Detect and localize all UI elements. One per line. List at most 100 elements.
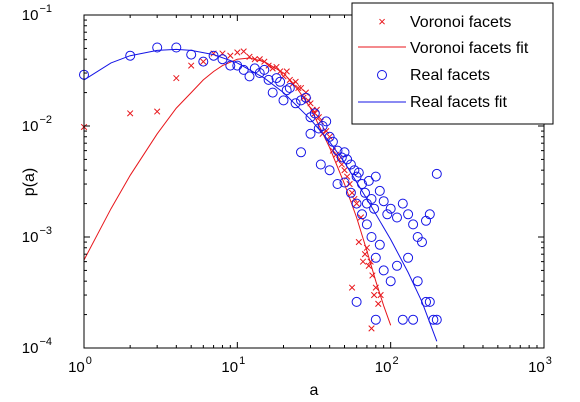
- data-point: [339, 147, 350, 158]
- data-point: [378, 265, 389, 276]
- data-point: [324, 165, 335, 176]
- data-point: [263, 74, 274, 85]
- legend-entry-voronoi: × Voronoi facets: [378, 14, 511, 31]
- data-point: [370, 314, 381, 325]
- data-point: [360, 187, 370, 198]
- data-point: [370, 291, 378, 299]
- data-point: [300, 92, 311, 103]
- data-point: [392, 212, 402, 223]
- data-point: [244, 71, 255, 82]
- data-point: [315, 114, 322, 121]
- data-point: [366, 232, 377, 242]
- data-point: [309, 108, 320, 119]
- legend-marker-voronoi: ×: [378, 14, 386, 29]
- data-point: [173, 74, 180, 82]
- legend-label-real-fit: Real facets fit: [410, 94, 507, 111]
- data-point: [326, 133, 333, 140]
- data-point: [339, 177, 350, 188]
- series-3: [83, 48, 438, 342]
- data-point: [125, 50, 136, 61]
- legend: × Voronoi facets Voronoi facets fit Real…: [351, 2, 554, 125]
- y-axis-label: p(a): [21, 168, 38, 196]
- data-point: [368, 325, 375, 332]
- data-point: [348, 189, 356, 196]
- data-point: [315, 159, 326, 170]
- data-point: [302, 89, 310, 96]
- data-point: [171, 42, 182, 53]
- data-point: [341, 167, 348, 174]
- y-tick-label: 10−2: [22, 114, 52, 135]
- data-point: [355, 238, 362, 246]
- data-point: [295, 84, 302, 92]
- data-point: [225, 60, 236, 71]
- x-tick-label: 100: [68, 355, 92, 376]
- data-point: [424, 209, 435, 220]
- data-point: [351, 296, 362, 307]
- data-point: [374, 239, 385, 250]
- data-point: [200, 58, 207, 65]
- plot-frame: [83, 14, 545, 349]
- data-point: [345, 159, 356, 170]
- data-point: [154, 108, 161, 115]
- x-tick-label: 103: [528, 355, 552, 376]
- data-point: [240, 48, 247, 55]
- data-point: [259, 64, 270, 75]
- y-tick-label: 10−4: [22, 336, 52, 357]
- data-point: [281, 85, 292, 96]
- data-point: [374, 185, 385, 196]
- data-point: [424, 296, 435, 307]
- legend-label-voronoi-fit: Voronoi facets fit: [410, 40, 529, 57]
- data-point: [431, 314, 442, 325]
- legend-box: [351, 2, 554, 125]
- data-point: [403, 209, 414, 220]
- data-point: [357, 214, 365, 221]
- data-point: [385, 203, 396, 214]
- series-layer: [79, 42, 442, 342]
- data-point: [357, 209, 367, 220]
- data-point: [367, 258, 374, 265]
- data-point: [397, 198, 408, 209]
- data-point: [290, 98, 301, 109]
- data-point: [359, 258, 367, 265]
- data-point: [297, 84, 305, 92]
- data-point: [227, 52, 234, 59]
- legend-label-real: Real facets: [410, 67, 490, 84]
- x-axis-label: a: [310, 382, 319, 399]
- data-point: [336, 152, 347, 163]
- data-point: [238, 64, 249, 75]
- data-point: [152, 42, 163, 53]
- data-point: [431, 168, 442, 179]
- y-tick-label: 10−1: [22, 3, 52, 24]
- fit-line: [83, 57, 392, 326]
- data-point: [417, 237, 427, 248]
- x-tick-label: 101: [221, 355, 245, 376]
- legend-entry-real: Real facets: [377, 67, 490, 84]
- data-point: [278, 95, 289, 106]
- data-point: [385, 276, 396, 287]
- data-point: [408, 314, 419, 325]
- data-point: [403, 252, 414, 263]
- legend-entry-real-fit: Real facets fit: [358, 94, 507, 111]
- data-point: [284, 83, 295, 93]
- data-point: [265, 62, 272, 69]
- data-point: [296, 95, 306, 106]
- ticks-layer: 100 101 102 103 10−4 10−3 10−2 10−1: [22, 3, 552, 376]
- data-point: [370, 252, 381, 263]
- data-point: [392, 260, 402, 271]
- data-point: [408, 219, 419, 230]
- data-point: [353, 200, 360, 207]
- series-1: [83, 57, 392, 326]
- data-point: [351, 198, 362, 209]
- data-point: [370, 171, 381, 182]
- data-point: [127, 110, 134, 117]
- data-point: [273, 63, 280, 71]
- data-point: [296, 147, 306, 158]
- data-point: [321, 116, 332, 127]
- data-point: [269, 65, 276, 72]
- data-point: [378, 196, 389, 207]
- data-point: [275, 76, 286, 87]
- y-tick-label: 10−3: [22, 225, 52, 246]
- data-point: [234, 49, 241, 56]
- data-point: [375, 300, 382, 307]
- data-point: [305, 128, 316, 139]
